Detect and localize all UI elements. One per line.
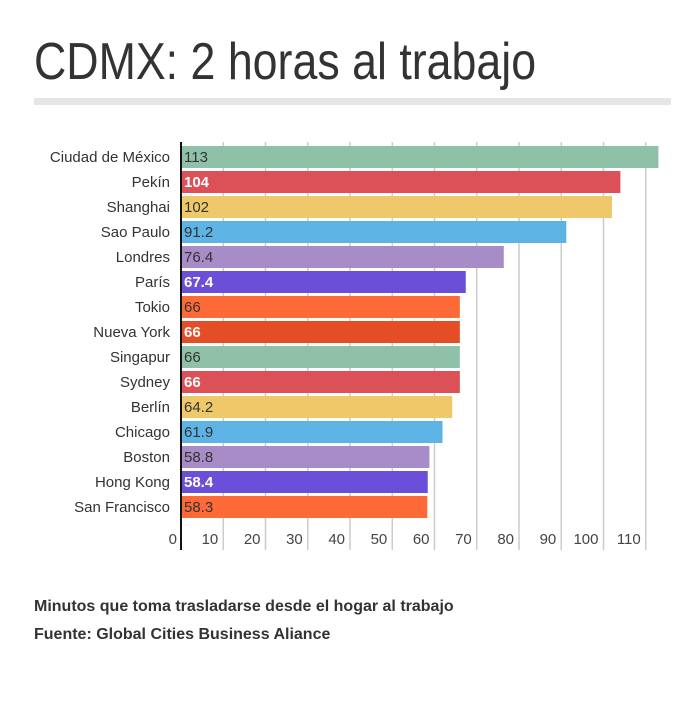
x-tick-label: 80 bbox=[497, 531, 514, 548]
chart-source: Fuente: Global Cities Business Aliance bbox=[34, 626, 331, 643]
title-divider bbox=[34, 98, 671, 105]
data-label: 76.4 bbox=[184, 249, 213, 266]
category-label: Nueva York bbox=[93, 324, 170, 341]
data-label: 113 bbox=[184, 149, 208, 166]
category-label: Boston bbox=[123, 449, 170, 466]
bar bbox=[181, 346, 460, 368]
x-tick-label: 10 bbox=[202, 531, 219, 548]
bar bbox=[181, 496, 428, 518]
category-label: Shanghai bbox=[107, 199, 170, 216]
data-label: 67.4 bbox=[184, 274, 214, 291]
category-label: Chicago bbox=[115, 424, 170, 441]
x-tick-label: 20 bbox=[244, 531, 261, 548]
data-label: 104 bbox=[184, 174, 210, 191]
data-label: 102 bbox=[184, 199, 209, 216]
x-tick-label: 60 bbox=[413, 531, 430, 548]
bar bbox=[181, 196, 612, 218]
data-label: 58.3 bbox=[184, 499, 213, 516]
category-label: Singapur bbox=[110, 349, 170, 366]
bar bbox=[181, 221, 567, 243]
category-label: Berlín bbox=[131, 399, 170, 416]
bar bbox=[181, 296, 460, 318]
bar bbox=[181, 246, 504, 268]
bar bbox=[181, 371, 460, 393]
bar bbox=[181, 471, 428, 493]
x-tick-label: 110 bbox=[617, 531, 641, 548]
data-label: 91.2 bbox=[184, 224, 213, 241]
data-label: 66 bbox=[184, 324, 201, 341]
x-tick-label: 70 bbox=[455, 531, 472, 548]
bar bbox=[181, 421, 443, 443]
data-label: 64.2 bbox=[184, 399, 213, 416]
x-tick-label: 100 bbox=[573, 531, 598, 548]
category-label: Tokio bbox=[135, 299, 170, 316]
data-label: 66 bbox=[184, 349, 201, 366]
bar bbox=[181, 396, 453, 418]
chart-title: CDMX: 2 horas al trabajo bbox=[34, 33, 537, 91]
data-label: 61.9 bbox=[184, 424, 213, 441]
data-label: 58.8 bbox=[184, 449, 213, 466]
bar bbox=[181, 321, 460, 343]
category-label: Sydney bbox=[120, 374, 171, 391]
category-label: Pekín bbox=[132, 174, 170, 191]
category-label: Sao Paulo bbox=[101, 224, 170, 241]
x-tick-label: 30 bbox=[286, 531, 303, 548]
x-tick-label: 90 bbox=[540, 531, 557, 548]
data-label: 66 bbox=[184, 299, 201, 316]
bar bbox=[181, 171, 621, 193]
bar bbox=[181, 446, 430, 468]
category-label: París bbox=[135, 274, 170, 291]
bar-chart: 0 10 20 30 40 50 60 70 80 90 100 110 Ciudad de Méxic… bbox=[50, 142, 659, 550]
bar bbox=[181, 271, 466, 293]
chart-description: Minutos que toma trasladarse desde el ho… bbox=[34, 598, 454, 615]
category-label: Ciudad de México bbox=[50, 149, 170, 166]
category-label: Hong Kong bbox=[95, 474, 170, 491]
category-label: Londres bbox=[116, 249, 170, 266]
data-label: 58.4 bbox=[184, 474, 214, 491]
category-label: San Francisco bbox=[74, 499, 170, 516]
data-label: 66 bbox=[184, 374, 201, 391]
bar bbox=[181, 146, 659, 168]
x-tick-label: 50 bbox=[371, 531, 388, 548]
x-tick-label: 0 bbox=[169, 531, 177, 548]
x-tick-label: 40 bbox=[328, 531, 345, 548]
